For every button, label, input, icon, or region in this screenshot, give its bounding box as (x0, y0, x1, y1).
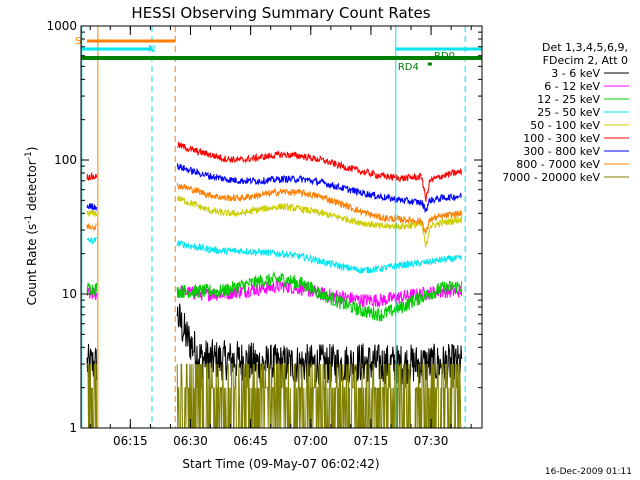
series-5 (86, 141, 463, 202)
series-0 (86, 303, 463, 385)
series-line (86, 343, 98, 380)
y-tick-label: 1000 (46, 19, 77, 33)
flag-label-3: RD0 (434, 51, 455, 62)
x-tick-label: 06:15 (113, 434, 148, 448)
series-line (86, 236, 98, 246)
x-axis-label: Start Time (09-May-07 06:02:42) (182, 457, 379, 471)
y-tick-label: 1 (69, 421, 77, 435)
axes (80, 25, 483, 429)
legend-entry: 3 - 6 keV (551, 67, 600, 80)
legend-entry: 300 - 800 keV (523, 145, 600, 158)
series-3 (86, 236, 463, 274)
series-line (177, 141, 463, 202)
flag-label-0: S (75, 36, 81, 47)
y-tick-label: 100 (54, 153, 77, 167)
flag-label-4: RD4 (398, 62, 419, 73)
series-line (86, 202, 98, 211)
vertical-lines (81, 26, 466, 428)
legend-header-2: FDecim 2, Att 0 (543, 54, 628, 67)
series-line (86, 282, 98, 296)
series-line (176, 303, 463, 385)
series-line (176, 163, 462, 213)
series-4 (86, 195, 463, 248)
series-6 (86, 163, 462, 213)
x-tick-label: 07:30 (414, 434, 449, 448)
legend-header-1: Det 1,3,4,5,6,9, (542, 41, 628, 54)
flag-bars: S N RD0 RD4 (75, 36, 482, 73)
plot-frame (80, 25, 483, 429)
series-line (86, 171, 98, 182)
x-tick-label: 07:00 (293, 434, 328, 448)
legend-entry: 50 - 100 keV (530, 119, 600, 132)
y-axis-label: Count Rate (s-1 detector-1) (24, 147, 39, 306)
series-line (176, 363, 462, 428)
legend-entry: 6 - 12 keV (544, 80, 600, 93)
legend-entry: 12 - 25 keV (537, 93, 600, 106)
series-line (87, 363, 98, 428)
x-tick-label: 07:15 (354, 434, 389, 448)
series-7 (86, 182, 463, 234)
data-traces (86, 141, 463, 428)
legend-entry: 800 - 7000 keV (516, 158, 600, 171)
timestamp: 16-Dec-2009 01:11 (545, 467, 632, 477)
series-2 (86, 270, 463, 322)
series-line (86, 223, 97, 232)
tick-labels: 1 10 100 1000 06:15 06:30 06:45 07:00 07:15 07:30 (46, 19, 448, 448)
series-8 (87, 363, 462, 428)
series-line (176, 182, 463, 234)
x-tick-label: 06:45 (233, 434, 268, 448)
series-line (176, 195, 463, 248)
chart-title: HESSI Observing Summary Count Rates (131, 4, 430, 22)
legend-entry: 7000 - 20000 keV (502, 171, 600, 184)
series-line (176, 270, 463, 322)
y-tick-label: 10 (62, 287, 77, 301)
legend-entry: 100 - 300 keV (523, 132, 600, 145)
legend-entry: 25 - 50 keV (537, 106, 600, 119)
legend: Det 1,3,4,5,6,9, FDecim 2, Att 0 3 - 6 k… (502, 41, 629, 184)
series-line (86, 209, 98, 218)
flag-label-1: N (148, 44, 155, 55)
x-tick-label: 06:30 (173, 434, 208, 448)
series-line (176, 240, 463, 274)
